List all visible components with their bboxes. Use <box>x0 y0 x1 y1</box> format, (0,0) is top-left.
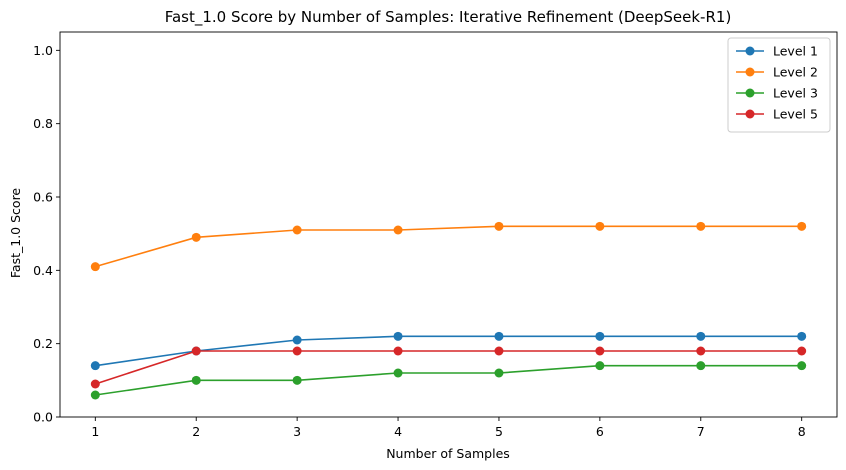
y-tick-label: 0.2 <box>33 336 53 351</box>
axes-frame <box>59 31 838 418</box>
legend-marker <box>745 109 755 119</box>
data-point <box>595 221 605 231</box>
data-point <box>696 346 706 356</box>
x-tick-label: 8 <box>798 424 806 439</box>
data-point <box>797 361 807 371</box>
data-point <box>292 335 302 345</box>
series-line <box>95 364 802 396</box>
legend-marker <box>745 67 755 77</box>
legend-label: Level 2 <box>773 65 818 80</box>
data-point <box>90 379 100 389</box>
legend-label: Level 5 <box>773 107 818 122</box>
chart-title: Fast_1.0 Score by Number of Samples: Ite… <box>165 8 732 27</box>
data-point <box>292 375 302 385</box>
data-point <box>393 331 403 341</box>
y-tick-label: 0.6 <box>33 190 53 205</box>
data-point <box>90 262 100 272</box>
data-point <box>797 346 807 356</box>
data-point <box>595 361 605 371</box>
data-point <box>494 331 504 341</box>
x-tick-label: 4 <box>394 424 402 439</box>
data-point <box>696 221 706 231</box>
x-tick-label: 3 <box>293 424 301 439</box>
plot-area: 1 2 3 4 5 6 7 8 0.0 0.2 0.4 0.6 0.8 1.0 <box>33 31 838 439</box>
series-level-2 <box>90 221 807 272</box>
y-tick-label: 1.0 <box>33 43 53 58</box>
data-point <box>90 361 100 371</box>
x-tick-label: 6 <box>596 424 604 439</box>
data-point <box>595 331 605 341</box>
data-point <box>191 375 201 385</box>
legend-label: Level 1 <box>773 44 818 59</box>
y-tick-label: 0.4 <box>33 263 53 278</box>
series-level-3 <box>90 361 807 400</box>
legend-marker <box>745 46 755 56</box>
data-point <box>494 368 504 378</box>
data-point <box>494 346 504 356</box>
data-point <box>696 361 706 371</box>
legend-marker <box>745 88 755 98</box>
legend-label: Level 3 <box>773 86 818 101</box>
data-point <box>191 346 201 356</box>
data-point <box>494 221 504 231</box>
y-axis-label: Fast_1.0 Score <box>8 188 23 279</box>
series-line <box>95 335 802 367</box>
data-point <box>191 232 201 242</box>
x-tick-label: 1 <box>91 424 99 439</box>
legend-box <box>727 37 831 133</box>
data-point <box>595 346 605 356</box>
data-point <box>393 346 403 356</box>
data-point <box>696 331 706 341</box>
x-axis-label: Number of Samples <box>386 446 510 461</box>
series-line <box>95 225 802 268</box>
data-point <box>797 221 807 231</box>
series-level-5 <box>90 346 807 389</box>
data-point <box>90 390 100 400</box>
data-point <box>393 225 403 235</box>
y-tick-label: 0.8 <box>33 116 53 131</box>
data-point <box>797 331 807 341</box>
data-point <box>292 346 302 356</box>
data-point <box>393 368 403 378</box>
series-line <box>95 350 802 385</box>
legend: Level 1 Level 2 Level 3 Level 5 <box>727 37 831 133</box>
x-tick-label: 2 <box>192 424 200 439</box>
y-tick-label: 0.0 <box>33 410 53 425</box>
data-point <box>292 225 302 235</box>
x-tick-label: 7 <box>697 424 705 439</box>
x-tick-label: 5 <box>495 424 503 439</box>
